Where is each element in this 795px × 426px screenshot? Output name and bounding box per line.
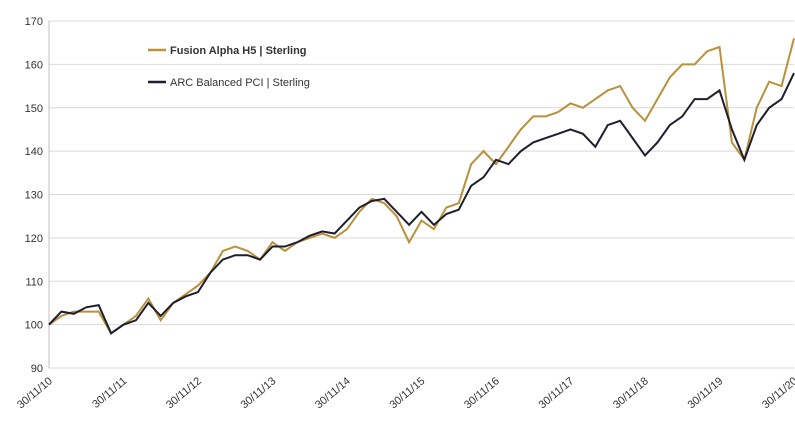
x-tick-label: 30/11/13 bbox=[239, 375, 279, 411]
x-tick-label: 30/11/12 bbox=[164, 375, 204, 411]
y-tick-label: 130 bbox=[25, 190, 43, 202]
x-tick-label: 30/11/17 bbox=[537, 375, 577, 411]
x-tick-label: 30/11/18 bbox=[611, 375, 651, 411]
y-tick-label: 150 bbox=[25, 103, 43, 115]
x-tick-label: 30/11/16 bbox=[462, 375, 502, 411]
y-tick-label: 170 bbox=[25, 16, 43, 28]
legend-label: ARC Balanced PCI | Sterling bbox=[170, 77, 310, 89]
x-tick-label: 30/11/10 bbox=[15, 375, 55, 411]
x-tick-label: 30/11/14 bbox=[313, 375, 353, 411]
legend-label: Fusion Alpha H5 | Sterling bbox=[170, 45, 307, 57]
y-tick-label: 110 bbox=[25, 276, 43, 288]
y-tick-label: 100 bbox=[25, 320, 43, 332]
line-series bbox=[48, 72, 795, 335]
y-tick-label: 160 bbox=[25, 59, 43, 71]
x-tick-label: 30/11/20 bbox=[760, 375, 795, 411]
x-tick-label: 30/11/11 bbox=[90, 375, 129, 411]
x-tick-label: 30/11/19 bbox=[686, 375, 726, 411]
x-tick-label: 30/11/15 bbox=[388, 375, 428, 411]
y-tick-label: 120 bbox=[25, 233, 43, 245]
y-tick-label: 90 bbox=[31, 363, 43, 375]
y-tick-label: 140 bbox=[25, 146, 43, 158]
